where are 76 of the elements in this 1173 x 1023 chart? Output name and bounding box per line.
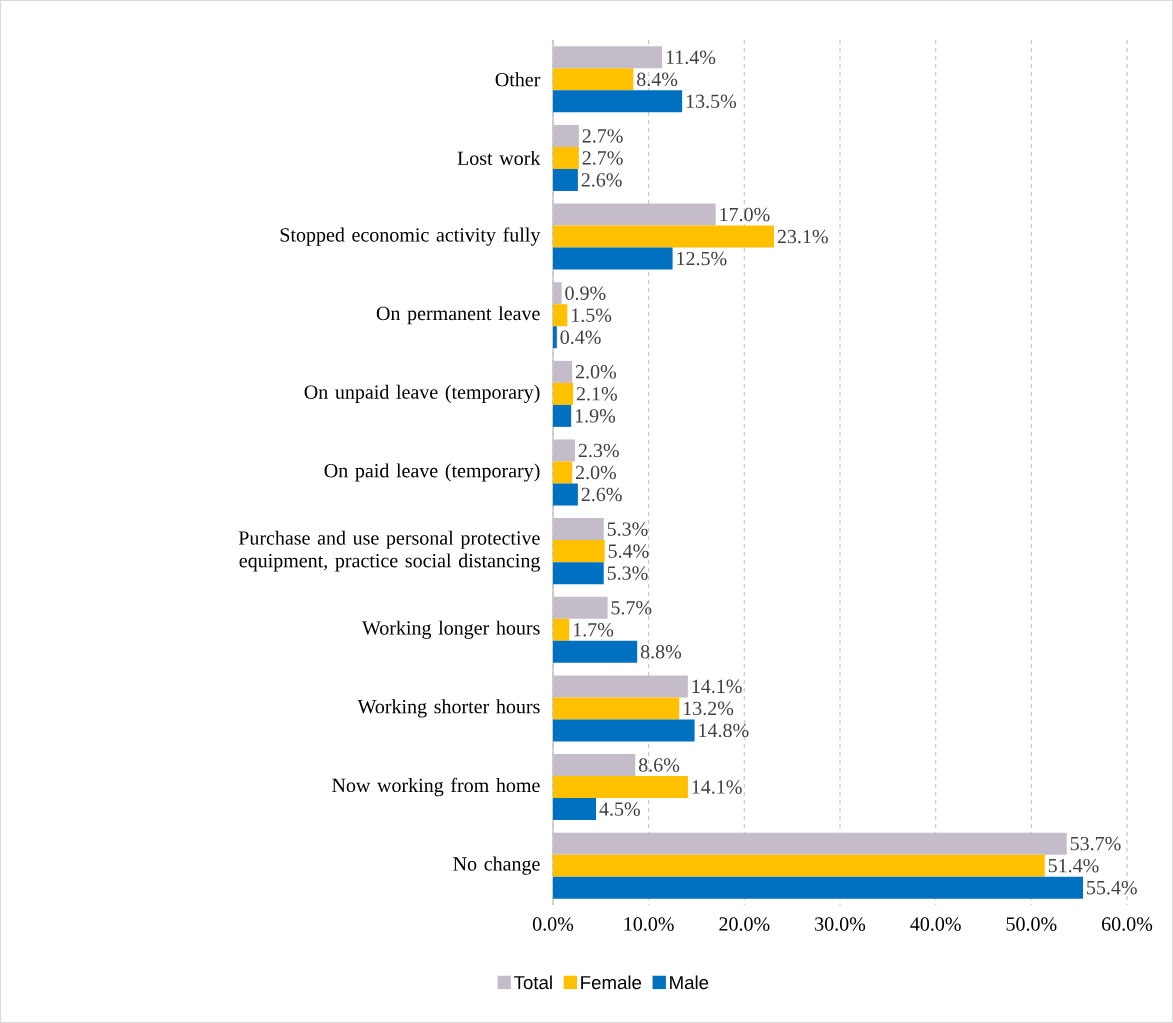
x-tick-label: 0.0%: [532, 917, 574, 931]
data-label: 0.9%: [565, 286, 606, 301]
x-tick-label: 50.0%: [1006, 917, 1057, 931]
data-label: 0.4%: [560, 330, 601, 345]
y-tick-label: Purchase and use personal protective equipment, practice social distancing: [238, 530, 541, 572]
x-tick-label: 30.0%: [815, 917, 866, 931]
bar: [553, 382, 574, 405]
data-label: 2.0%: [575, 365, 617, 379]
bar: [553, 247, 673, 270]
y-tick-label: On permanent leave: [376, 306, 540, 325]
data-label: 2.7%: [582, 129, 623, 143]
bar: [553, 540, 605, 563]
data-label: 4.5%: [599, 802, 640, 816]
data-label: 1.5%: [572, 308, 612, 323]
bar: [553, 146, 579, 169]
data-label: 5.3%: [607, 566, 648, 580]
y-tick-label: Working shorter hours: [357, 699, 540, 718]
bar: [553, 798, 597, 821]
data-label: 2.3%: [578, 443, 619, 458]
data-label: 12.5%: [677, 251, 727, 266]
data-label: 5.4%: [608, 544, 649, 558]
y-tick-label: Now working from home: [332, 777, 540, 797]
data-label: 51.4%: [1048, 858, 1099, 873]
data-label: 55.4%: [1087, 880, 1137, 895]
bar: [553, 719, 695, 742]
bar: [553, 640, 638, 663]
bar: [553, 697, 680, 720]
data-label: 1.7%: [573, 622, 614, 637]
data-label: 14.1%: [692, 780, 742, 794]
bar: [553, 68, 634, 91]
y-tick-label: Lost work: [457, 150, 541, 165]
data-label: 2.1%: [576, 387, 617, 401]
data-label: 1.9%: [575, 409, 616, 423]
data-label: 5.7%: [611, 600, 652, 615]
data-label: 11.4%: [666, 50, 716, 65]
data-label: 8.6%: [638, 758, 680, 772]
x-tick-label: 10.0%: [624, 917, 674, 931]
y-tick-label: On unpaid leave (temporary): [304, 384, 540, 403]
bar: [553, 483, 578, 506]
y-tick-label: Working longer hours: [362, 620, 540, 639]
x-tick-label: 40.0%: [910, 917, 961, 931]
x-tick-label: 20.0%: [719, 917, 770, 931]
legend-label: Male: [670, 975, 709, 990]
data-label: 13.2%: [683, 701, 734, 716]
y-tick-label: On paid leave (temporary): [324, 463, 540, 482]
data-label: 14.1%: [692, 679, 742, 694]
data-label: 2.0%: [575, 465, 617, 480]
y-tick-label: Other: [495, 72, 541, 87]
data-label: 17.0%: [720, 207, 770, 222]
data-label: 8.8%: [640, 645, 682, 659]
data-label: 14.8%: [699, 723, 749, 738]
legend-label: Female: [581, 975, 642, 990]
data-label: 2.6%: [581, 173, 622, 187]
bar: [553, 168, 578, 191]
data-label: 13.5%: [686, 94, 737, 109]
bar: [553, 876, 1083, 899]
bar: [553, 404, 572, 427]
data-label: 5.3%: [607, 522, 648, 536]
data-label: 8.4%: [637, 72, 678, 87]
bar: [553, 90, 683, 113]
bar: [553, 326, 557, 349]
bar: [553, 776, 688, 799]
data-label: 2.7%: [582, 151, 623, 165]
bar: [553, 854, 1045, 877]
legend-label: Total: [514, 975, 552, 990]
bar: [553, 618, 570, 641]
bar: [553, 562, 604, 585]
x-tick-label: 60.0%: [1102, 917, 1153, 931]
bar: [553, 304, 568, 327]
data-label: 2.6%: [581, 487, 622, 502]
y-tick-label: No change: [453, 856, 540, 875]
bar: [553, 461, 573, 484]
bar: [553, 225, 774, 248]
data-label: 53.7%: [1070, 836, 1121, 851]
data-label: 23.1%: [777, 229, 828, 244]
y-tick-label: Stopped economic activity fully: [280, 227, 541, 246]
